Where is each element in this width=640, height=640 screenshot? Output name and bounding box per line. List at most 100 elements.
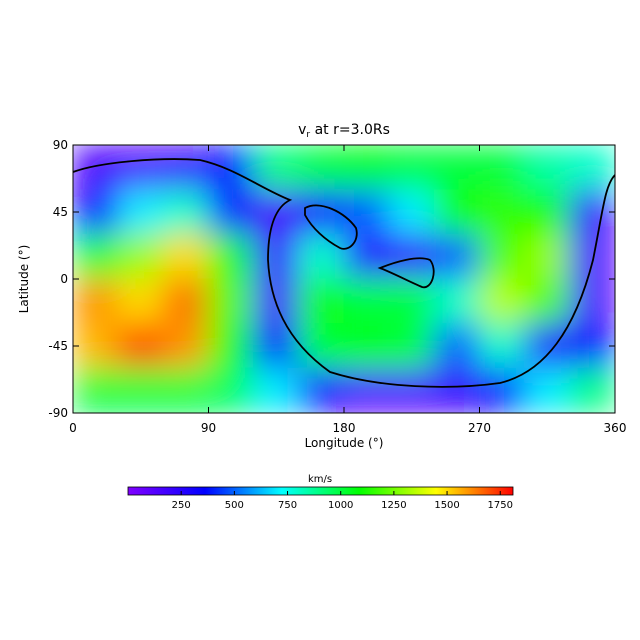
colorbar: km/s 250 500 750 1000 1250 1500 1750 <box>127 474 514 511</box>
cell <box>117 145 164 191</box>
cell <box>208 189 255 235</box>
cell <box>298 145 345 191</box>
x-tick-label: 270 <box>468 421 491 435</box>
cell <box>433 367 480 413</box>
cell <box>208 323 255 369</box>
cells <box>73 145 615 413</box>
x-tick-label: 180 <box>333 421 356 435</box>
colorbar-bar <box>127 486 514 496</box>
cell <box>479 233 526 280</box>
contour-line <box>377 257 435 289</box>
title-rest: at r=3.0Rs <box>310 122 390 138</box>
cell <box>73 367 119 413</box>
cell <box>343 278 390 325</box>
cell <box>569 145 615 191</box>
cell <box>73 323 119 369</box>
cell <box>433 323 480 369</box>
cell <box>73 145 119 191</box>
cell <box>208 233 255 280</box>
cell <box>569 233 615 280</box>
cell <box>388 189 435 235</box>
cell <box>524 367 571 413</box>
cell <box>208 367 255 413</box>
cell <box>162 145 209 191</box>
cell <box>162 367 209 413</box>
cell <box>298 367 345 413</box>
colorbar-tick-label: 750 <box>278 500 297 511</box>
cell <box>298 278 345 325</box>
y-tick-label: 0 <box>60 272 68 286</box>
cell <box>117 367 164 413</box>
title-sub: r <box>306 130 310 140</box>
cell <box>343 367 390 413</box>
y-axis-label: Latitude (°) <box>17 245 31 314</box>
y-tick-label: -45 <box>48 339 68 353</box>
cell <box>253 189 300 235</box>
colorbar-tick-label: 250 <box>172 500 191 511</box>
cell <box>569 189 615 235</box>
title-main: v <box>298 122 306 138</box>
cell <box>479 323 526 369</box>
cell <box>433 189 480 235</box>
x-tick-label: 90 <box>201 421 216 435</box>
cell <box>569 367 615 413</box>
cell <box>569 278 615 325</box>
cell <box>524 145 571 191</box>
axes: 0 90 180 270 360 -90 -45 0 45 90 <box>48 138 626 435</box>
cell <box>162 278 209 325</box>
cell <box>208 278 255 325</box>
cell <box>73 233 119 280</box>
colorbar-label: km/s <box>308 474 332 485</box>
cell <box>388 233 435 280</box>
cell <box>433 145 480 191</box>
x-tick-label: 0 <box>69 421 77 435</box>
cell <box>162 233 209 280</box>
cell <box>73 189 119 235</box>
cell <box>433 233 480 280</box>
colorbar-tick-label: 1750 <box>488 500 513 511</box>
cell <box>388 145 435 191</box>
y-tick-label: 90 <box>53 138 68 152</box>
neutral-line <box>73 158 615 388</box>
cell <box>479 278 526 325</box>
cell <box>343 189 390 235</box>
y-tick-label: 45 <box>53 205 68 219</box>
cell <box>208 145 255 191</box>
x-axis-label: Longitude (°) <box>305 436 384 450</box>
cell <box>253 145 300 191</box>
cell <box>73 278 119 325</box>
cell <box>117 233 164 280</box>
contour-line <box>73 158 615 388</box>
cell <box>479 145 526 191</box>
colorbar-tick-label: 1000 <box>328 500 353 511</box>
cell <box>298 323 345 369</box>
x-tick-label: 360 <box>604 421 627 435</box>
field <box>73 145 615 413</box>
contour-line <box>304 204 358 250</box>
cell <box>524 323 571 369</box>
cell <box>388 367 435 413</box>
cell <box>433 278 480 325</box>
colorbar-tick-label: 1250 <box>381 500 406 511</box>
cell <box>162 189 209 235</box>
cell <box>479 189 526 235</box>
cell <box>343 145 390 191</box>
cell <box>253 233 300 280</box>
cell <box>524 233 571 280</box>
cell <box>298 233 345 280</box>
cell <box>162 323 209 369</box>
cell <box>479 367 526 413</box>
y-tick-label: -90 <box>48 406 68 420</box>
cell <box>117 323 164 369</box>
cell <box>524 278 571 325</box>
cell <box>569 323 615 369</box>
colorbar-tick-label: 1500 <box>434 500 459 511</box>
cell <box>388 323 435 369</box>
colorbar-tick-label: 500 <box>225 500 244 511</box>
cell <box>253 367 300 413</box>
cell <box>343 323 390 369</box>
cell <box>117 189 164 235</box>
cell <box>524 189 571 235</box>
cell <box>253 323 300 369</box>
